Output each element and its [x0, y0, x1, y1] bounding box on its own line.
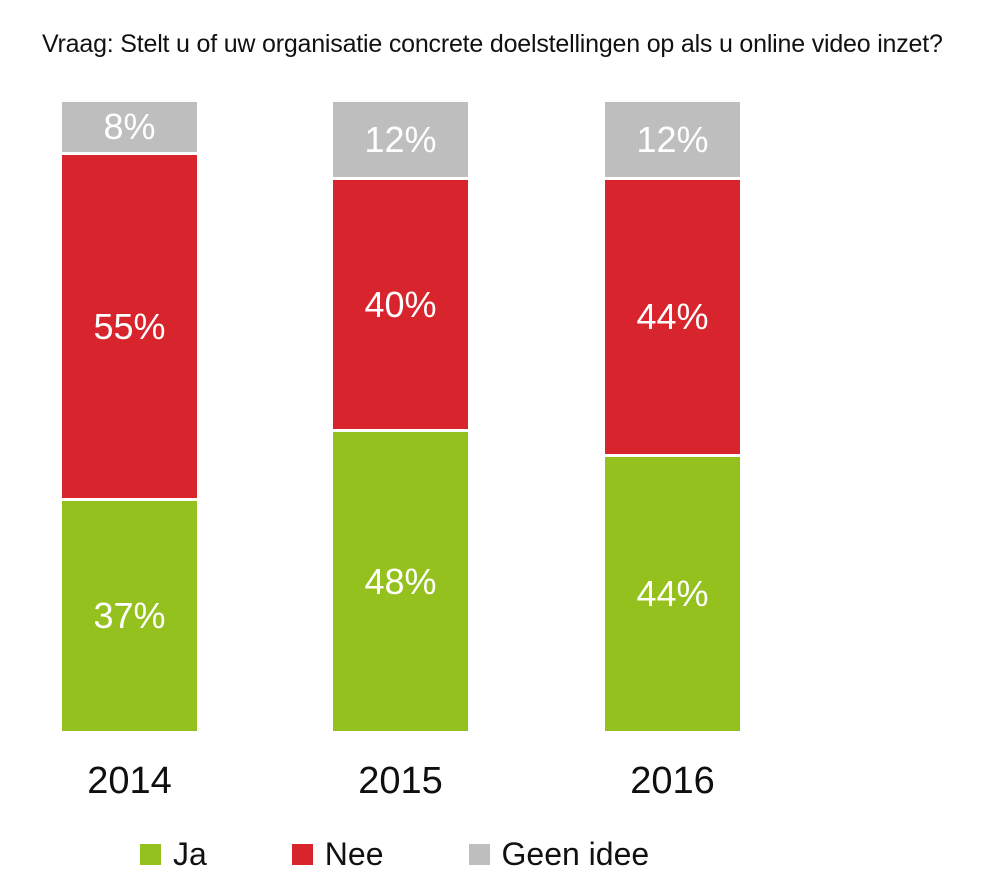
x-axis-label-2016: 2016 [630, 760, 715, 802]
bar-segment-value-label: 44% [636, 573, 709, 615]
bar-segment-value-label: 12% [364, 118, 437, 160]
legend-swatch-ja [140, 844, 161, 865]
legend-label-geen-idee: Geen idee [501, 836, 650, 872]
legend-item-geen-idee: Geen idee [468, 836, 650, 873]
bar-segment-value-label: 55% [93, 305, 166, 347]
bar-segment-value-label: 48% [364, 560, 437, 602]
legend-swatch-nee [291, 844, 313, 865]
bar-segment-ja: 48% [333, 429, 468, 731]
legend-label-ja: Ja [173, 836, 207, 872]
bar-segment-value-label: 12% [636, 118, 709, 160]
legend-label-nee: Nee [324, 836, 384, 872]
bar-segment-nee: 44% [605, 177, 740, 455]
legend: Ja Nee Geen idee [140, 836, 649, 873]
x-axis-label-2015: 2015 [358, 760, 443, 802]
stacked-bar-2016: 12% 44% 44% [605, 102, 740, 731]
bar-segment-value-label: 37% [93, 595, 166, 637]
bar-segment-geen-idee: 12% [333, 102, 468, 178]
bar-segment-nee: 55% [62, 152, 197, 499]
bar-segment-ja: 44% [605, 454, 740, 731]
stacked-bar-2014: 8% 55% 37% [62, 102, 197, 731]
bar-segment-nee: 40% [333, 177, 468, 430]
bar-segment-value-label: 8% [103, 106, 156, 148]
stacked-bar-2015: 12% 40% 48% [333, 102, 468, 731]
chart-title: Vraag: Stelt u of uw organisatie concret… [42, 30, 943, 58]
bar-segment-geen-idee: 8% [62, 102, 197, 153]
bar-segment-value-label: 40% [364, 283, 437, 325]
bar-segment-ja: 37% [62, 498, 197, 731]
legend-item-nee: Nee [291, 836, 384, 873]
legend-item-ja: Ja [140, 836, 207, 873]
bar-segment-geen-idee: 12% [605, 102, 740, 178]
bar-segment-value-label: 44% [636, 296, 709, 338]
x-axis-label-2014: 2014 [87, 760, 172, 802]
legend-swatch-geen-idee [468, 844, 490, 865]
